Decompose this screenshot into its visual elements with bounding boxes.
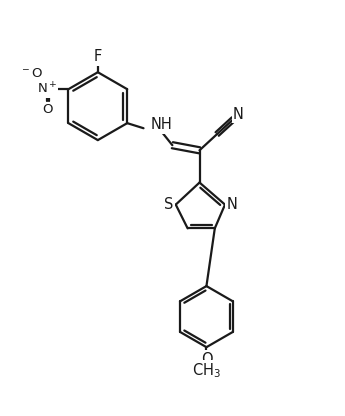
Text: O: O (201, 352, 212, 366)
Text: F: F (94, 50, 102, 64)
Text: O: O (42, 103, 52, 116)
Text: N$^+$: N$^+$ (37, 82, 57, 97)
Text: N: N (233, 107, 244, 122)
Text: CH$_3$: CH$_3$ (192, 361, 221, 380)
Text: N: N (226, 197, 237, 212)
Text: $^-$O: $^-$O (20, 67, 43, 80)
Text: NH: NH (151, 117, 173, 132)
Text: S: S (164, 197, 174, 212)
